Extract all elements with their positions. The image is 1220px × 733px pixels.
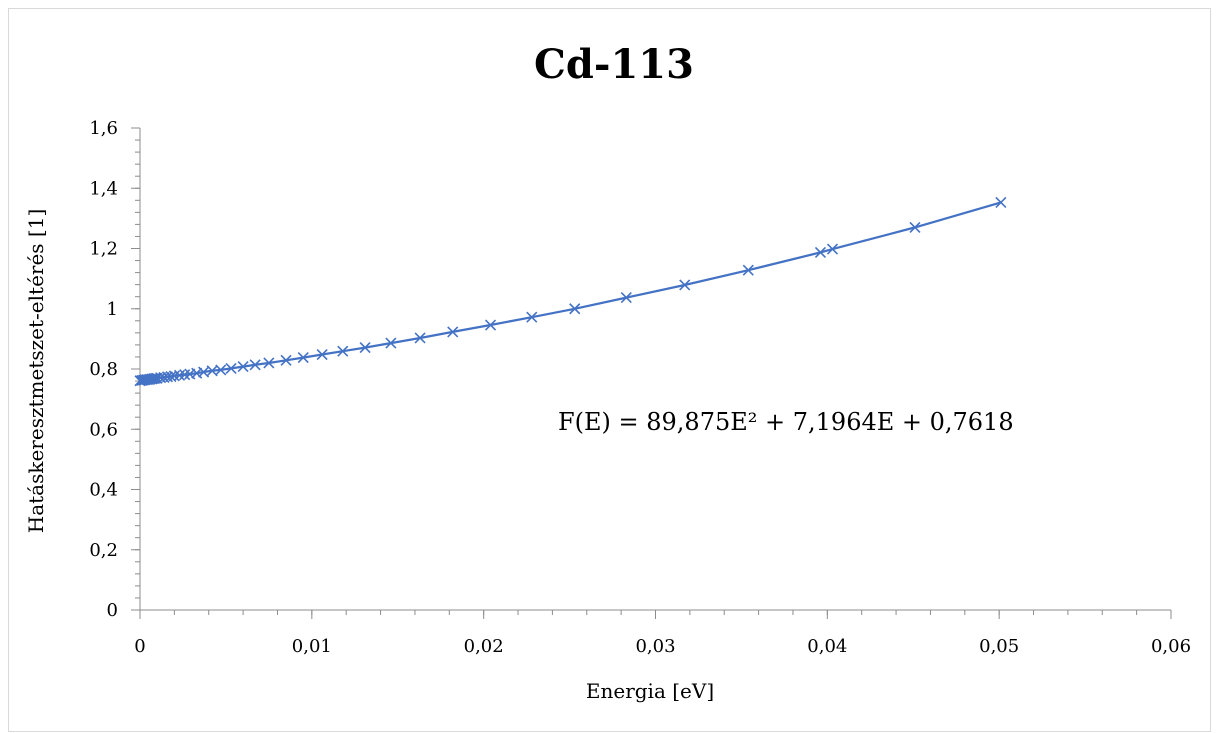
y-tick-label: 0,8 [89,359,118,380]
x-tick-label: 0,03 [635,636,675,657]
chart-title: Cd-113 [534,41,694,88]
x-axis: 0 0,01 0,02 0,03 0,04 0,05 0,06 [134,609,1191,657]
y-tick-label: 1,2 [89,239,118,260]
trendline-equation: F(E) = 89,875E² + 7,1964E + 0,7618 [558,408,1014,436]
series-line [139,201,1002,382]
data-point [337,345,349,357]
data-point [225,362,237,374]
data-point [237,361,249,373]
y-tick-label: 1,4 [89,178,118,199]
data-point [569,303,581,315]
data-point [359,342,371,354]
data-point [995,196,1007,208]
data-point [316,348,328,361]
data-point [620,292,632,304]
series-group [134,196,1007,387]
data-point [679,279,691,291]
data-point [414,332,426,344]
data-point [742,264,754,276]
data-point [447,326,459,338]
data-point [297,351,309,364]
data-point [826,243,839,255]
x-tick-label: 0,06 [1151,636,1191,657]
y-tick-label: 0,2 [89,540,118,561]
x-tick-label: 0,02 [464,636,504,657]
x-tick-label: 0,05 [979,636,1019,657]
data-point [385,337,397,349]
data-point [215,364,227,376]
y-tick-label: 1 [107,299,118,320]
data-point [280,354,292,366]
y-tick-label: 0,6 [89,419,118,440]
data-point [814,246,827,258]
data-point [484,319,497,331]
x-tick-label: 0,01 [292,636,332,657]
y-tick-label: 0,4 [89,480,118,501]
y-tick-label: 0 [107,600,118,621]
x-tick-label: 0 [134,636,145,657]
y-axis: 0 0,2 0,4 0,6 0,8 1 1,2 1,4 1,6 [89,118,141,621]
x-tick-label: 0,04 [807,636,847,657]
data-point [263,357,275,369]
x-axis-title: Energia [eV] [586,679,714,703]
data-point [909,221,921,233]
y-axis-title: Hatáskeresztmetszet-eltérés [1] [24,209,48,534]
y-tick-label: 1,6 [89,118,118,139]
data-point [249,359,261,371]
data-point [526,311,538,323]
